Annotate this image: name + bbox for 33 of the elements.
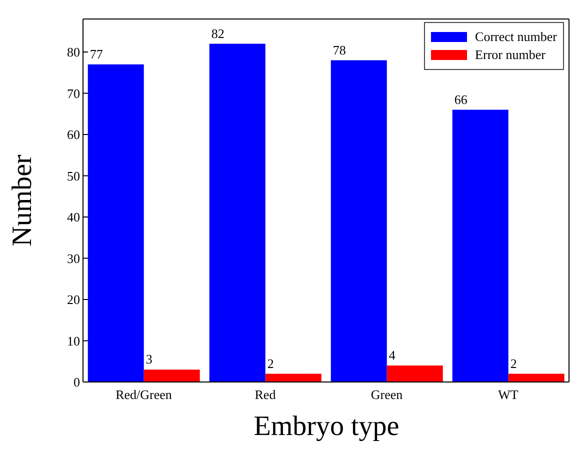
bar bbox=[265, 374, 322, 382]
y-tick-label: 50 bbox=[67, 168, 80, 184]
bar bbox=[88, 64, 144, 382]
data-label: 77 bbox=[90, 46, 104, 62]
data-label: 2 bbox=[267, 356, 274, 371]
legend-label: Error number bbox=[475, 47, 546, 63]
y-tick-label: 30 bbox=[67, 250, 80, 266]
y-tick-label: 70 bbox=[67, 86, 80, 101]
x-tick-label: Red bbox=[254, 387, 276, 402]
bar bbox=[386, 366, 443, 382]
data-label: 78 bbox=[332, 42, 346, 58]
bar bbox=[330, 60, 387, 382]
legend-label: Correct number bbox=[475, 29, 557, 45]
bar bbox=[144, 370, 200, 382]
data-label: 66 bbox=[454, 92, 468, 107]
bar bbox=[508, 374, 564, 382]
y-tick-label: 60 bbox=[67, 127, 80, 142]
x-tick-label: Green bbox=[370, 387, 404, 402]
x-tick-label: Red/Green bbox=[116, 387, 172, 402]
data-label: 3 bbox=[146, 352, 152, 367]
x-axis-title: Embryo type bbox=[252, 410, 400, 444]
y-tick-label: 20 bbox=[67, 292, 80, 308]
bar bbox=[209, 44, 266, 382]
y-tick-label: 0 bbox=[74, 374, 80, 390]
bar bbox=[452, 110, 508, 382]
data-label: 82 bbox=[211, 26, 224, 41]
x-tick-label: WT bbox=[498, 387, 518, 402]
data-label: 4 bbox=[388, 348, 396, 362]
y-tick-label: 40 bbox=[67, 210, 80, 225]
y-axis-title: Number bbox=[6, 154, 38, 246]
y-tick-label: 80 bbox=[67, 44, 80, 60]
data-label: 2 bbox=[510, 356, 517, 371]
y-tick-label: 10 bbox=[67, 333, 80, 348]
